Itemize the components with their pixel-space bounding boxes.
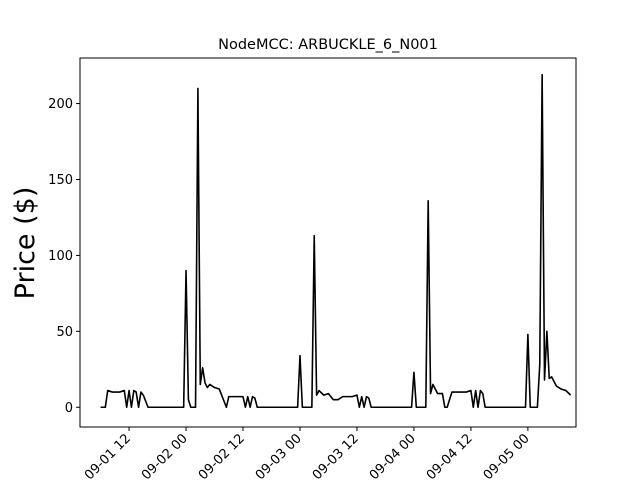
series-line-0 xyxy=(100,73,572,409)
y-tick-label: 100 xyxy=(48,249,73,264)
y-tick-label: 50 xyxy=(56,325,73,340)
x-tick-label: 09-04 12 xyxy=(424,431,476,480)
y-tick-label: 0 xyxy=(65,401,73,416)
x-tick-label: 09-04 00 xyxy=(367,431,419,480)
x-tick-label: 09-02 00 xyxy=(139,431,191,480)
chart-title: NodeMCC: ARBUCKLE_6_N001 xyxy=(218,37,438,53)
x-tick-label: 09-03 00 xyxy=(253,431,305,480)
x-tick-label: 09-03 12 xyxy=(310,431,362,480)
axes-frame xyxy=(79,57,577,428)
y-tick-label: 150 xyxy=(48,173,73,188)
x-tick-label: 09-02 12 xyxy=(196,431,248,480)
y-axis-label: Price ($) xyxy=(10,187,41,300)
x-tick-label: 09-05 00 xyxy=(481,431,533,480)
y-tick-label: 200 xyxy=(48,97,73,112)
x-tick-label: 09-01 12 xyxy=(82,431,134,480)
